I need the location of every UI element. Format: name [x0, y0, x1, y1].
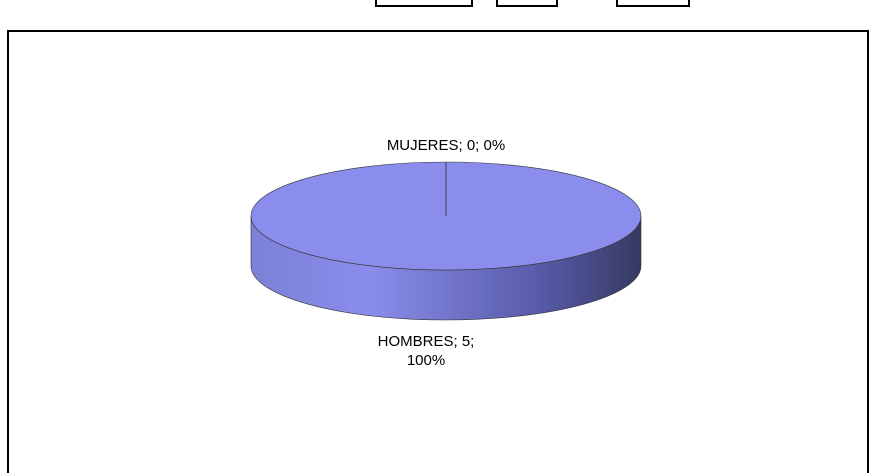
toolbar-box	[375, 0, 473, 7]
toolbar-box	[496, 0, 558, 7]
chart-frame	[7, 30, 869, 473]
toolbar-box	[616, 0, 690, 7]
data-label: HOMBRES; 5; 100%	[377, 333, 475, 369]
data-label: MUJERES; 0; 0%	[386, 137, 506, 154]
pie	[250, 161, 642, 321]
